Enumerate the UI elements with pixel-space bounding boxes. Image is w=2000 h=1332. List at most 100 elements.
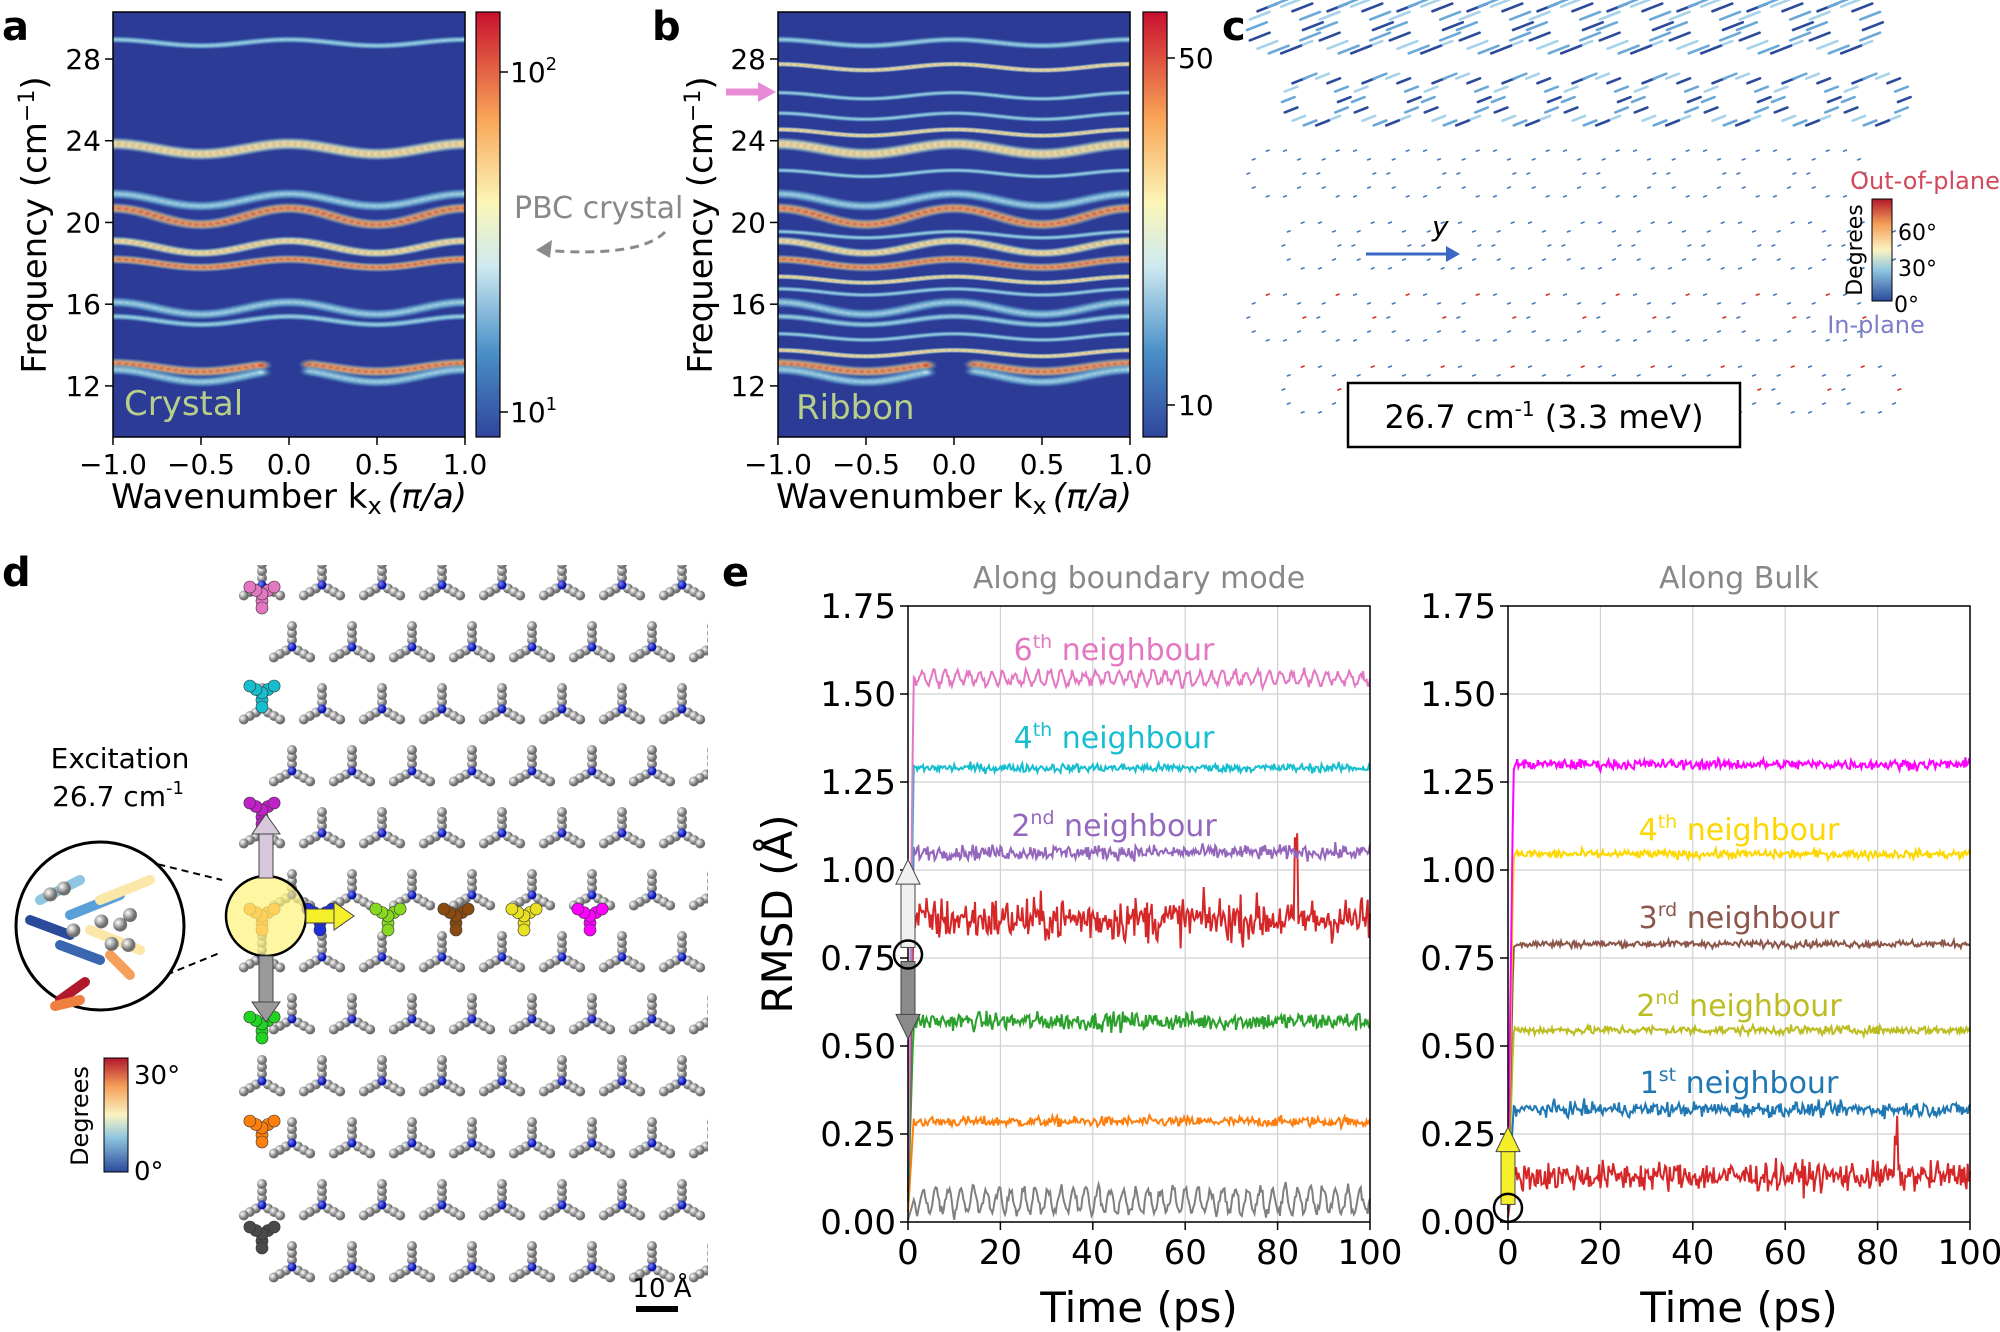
heatmap-b-colorbar [1143, 12, 1167, 437]
panel-a: a Crystal −1.0 −0.5 0.0 0.5 1.01216202428 Wa… [2, 4, 683, 520]
highlighted-molecule-atom [394, 903, 406, 915]
x-tick-label: 20 [979, 1233, 1022, 1273]
panel-letter-d: d [2, 550, 31, 596]
highlighted-molecule-atom [382, 924, 394, 936]
y-tick-label: 24 [730, 125, 766, 158]
series-label: 4th neighbour [1639, 811, 1840, 848]
series-label: 6th neighbour [1014, 631, 1215, 668]
series-label: 4th neighbour [1014, 719, 1215, 756]
y-tick-label: 20 [730, 206, 766, 239]
heatmap-b-cbar-tick-bottom: 10 [1178, 389, 1214, 422]
excitation-frequency: 26.7 cm-1 [52, 778, 184, 813]
y-tick-label: 0.75 [820, 939, 896, 979]
y-tick-label: 28 [730, 43, 766, 76]
y-tick-label: 1.00 [1420, 851, 1496, 891]
x-tick-label: 100 [1938, 1233, 2000, 1273]
heatmap-a-label: Crystal [124, 384, 243, 424]
series-line [908, 833, 1370, 1191]
series-label: 2nd neighbour [1636, 987, 1842, 1024]
x-tick-label: 60 [1764, 1233, 1807, 1273]
y-axis-label: y [1431, 210, 1449, 243]
chart-bulk: Along Bulk 0 20 40 60 80 100 0.00 0.25 0.50 0.75 1.… [1420, 561, 2000, 1332]
excite-down-arrow-icon [901, 962, 915, 1018]
y-tick-label: 1.75 [1420, 587, 1496, 627]
cbar-c-in-plane: In-plane [1827, 311, 1925, 339]
highlighted-molecule-atom [584, 924, 596, 936]
frequency-label: 26.7 cm-1 (3.3 meV) [1384, 397, 1703, 436]
heatmap-b-cbar-tick-top: 50 [1178, 42, 1214, 75]
highlighted-molecule-atom [244, 1221, 256, 1233]
x-tick-label: 0 [897, 1233, 919, 1273]
x-tick-label: 0 [1497, 1233, 1519, 1273]
highlighted-molecule-atom [438, 903, 450, 915]
panel-letter-a: a [2, 4, 29, 50]
y-tick-label: 0.25 [820, 1115, 896, 1155]
cbar-c-out-of-plane: Out-of-plane [1850, 167, 2000, 195]
y-axis-label: RMSD (Å) [752, 814, 802, 1013]
scale-bar [636, 1306, 678, 1312]
series-line [1508, 1098, 1970, 1210]
mode-pattern [1247, 0, 1911, 413]
heatmap-b-xlabel: Wavenumber kx (π/a) [776, 477, 1132, 520]
y-tick-label: 0.00 [1420, 1203, 1496, 1243]
x-tick-label: 80 [1256, 1233, 1299, 1273]
panel-letter-e: e [722, 550, 749, 596]
y-arrowhead-icon [1446, 246, 1460, 262]
highlighted-molecule-atom [572, 903, 584, 915]
highlighted-molecule-atom [256, 701, 268, 713]
y-tick-label: 12 [65, 370, 101, 403]
x-tick-label: 100 [1338, 1233, 1403, 1273]
cbar-c-title: Degrees [1843, 204, 1868, 296]
right-arrow-icon [306, 909, 336, 923]
panel-letter-b: b [652, 4, 681, 50]
series-label: 1st neighbour [1640, 1064, 1839, 1101]
y-tick-label: 0.00 [820, 1203, 896, 1243]
excite-up-arrow-icon [1501, 1152, 1515, 1205]
x-tick-label: 20 [1579, 1233, 1622, 1273]
excited-molecule-highlight [226, 876, 306, 956]
y-tick-label: 0.75 [1420, 939, 1496, 979]
highlighted-molecule-atom [518, 924, 530, 936]
y-tick-label: 28 [65, 43, 101, 76]
y-tick-label: 0.50 [1420, 1027, 1496, 1067]
panel-b: b Ribbon −1.0 −0.5 0.0 0.5 1.0 12 16 20 24 28 Wav… [652, 4, 1214, 520]
series-line [908, 1182, 1370, 1220]
x-tick-label: 80 [1856, 1233, 1899, 1273]
highlighted-molecule-atom [256, 602, 268, 614]
y-tick-label: 20 [65, 206, 101, 239]
cbar-d-tick-30: 30° [134, 1061, 180, 1091]
highlighted-molecule-atom [268, 1221, 280, 1233]
series-line [1508, 1116, 1970, 1218]
series-line [908, 1011, 1370, 1202]
heatmap-a-xlabel: Wavenumber kx (π/a) [111, 477, 467, 520]
highlighted-molecule-atom [268, 680, 280, 692]
structure-d-colorbar [104, 1058, 128, 1172]
heatmap-a-cbar-tick-bottom: 101 [510, 394, 557, 429]
highlighted-molecule-atom [244, 1115, 256, 1127]
highlighted-molecule-atom [244, 581, 256, 593]
x-tick-label: 40 [1671, 1233, 1714, 1273]
y-tick-label: 1.50 [820, 675, 896, 715]
x-tick-label: 60 [1164, 1233, 1207, 1273]
panel-c: c y Out-of-plane 60° 30° 0° Degrees In-p… [1222, 0, 2000, 447]
y-tick-label: 1.25 [1420, 763, 1496, 803]
chart-title: Along boundary mode [973, 561, 1305, 596]
panel-letter-c: c [1222, 4, 1246, 50]
cbar-d-title: Degrees [66, 1066, 94, 1166]
heatmap-b-label: Ribbon [796, 388, 915, 428]
y-tick-label: 1.00 [820, 851, 896, 891]
y-tick-label: 16 [65, 288, 101, 321]
y-tick-label: 0.25 [1420, 1115, 1496, 1155]
highlighted-molecule-atom [244, 797, 256, 809]
excitation-title: Excitation [51, 742, 190, 775]
pbc-dashed-arrow [540, 232, 665, 252]
excite-up-arrow-icon [901, 881, 915, 948]
cbar-d-tick-0: 0° [134, 1157, 164, 1187]
down-arrow-icon [259, 956, 273, 1004]
series-label: 2nd neighbour [1011, 807, 1217, 844]
mode-c-colorbar [1872, 199, 1892, 301]
y-tick-label: 1.50 [1420, 675, 1496, 715]
x-axis-label: Time (ps) [1039, 1283, 1237, 1332]
chart-title: Along Bulk [1659, 561, 1820, 596]
heatmap-b-ylabel: Frequency (cm−1) [681, 76, 721, 373]
